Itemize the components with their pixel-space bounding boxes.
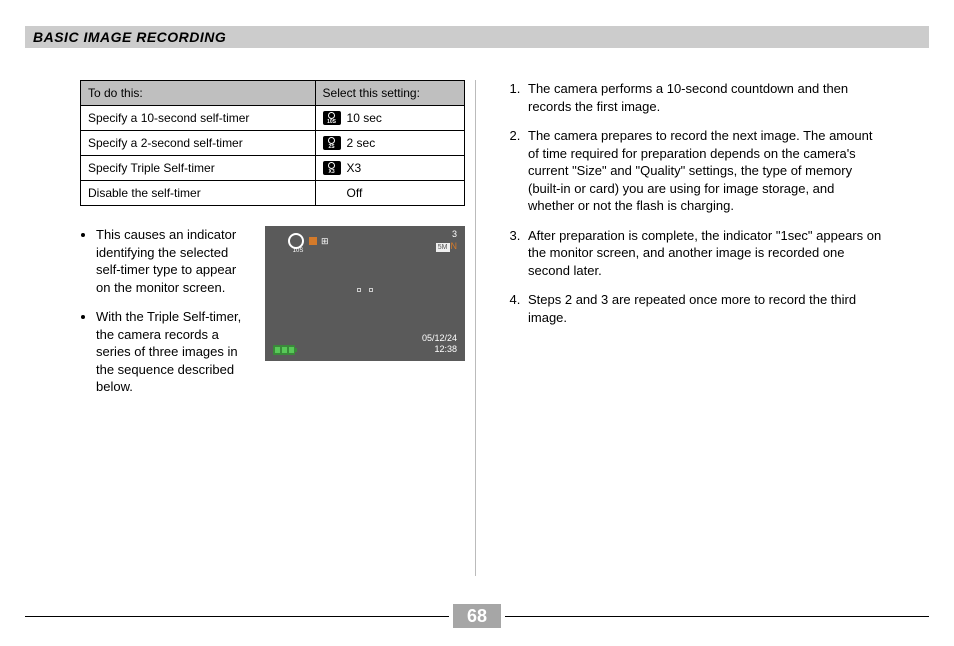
table-cell-setting: 2S 2 sec bbox=[315, 131, 464, 156]
step-item: After preparation is complete, the indic… bbox=[524, 227, 884, 280]
datetime-display: 05/12/24 12:38 bbox=[422, 333, 457, 355]
page-number: 68 bbox=[467, 606, 487, 627]
bullet-item: This causes an indicator identifying the… bbox=[96, 226, 250, 296]
focus-brackets-icon bbox=[357, 288, 373, 300]
self-timer-icon: X3 bbox=[323, 161, 341, 175]
table-row: Disable the self-timer Off bbox=[81, 181, 465, 206]
table-cell-setting: X3 X3 bbox=[315, 156, 464, 181]
step-item: The camera prepares to record the next i… bbox=[524, 127, 884, 215]
setting-label: 2 sec bbox=[347, 136, 376, 150]
shots-remaining: 3 bbox=[436, 229, 457, 241]
date-text: 05/12/24 bbox=[422, 333, 457, 344]
timer-indicator-icon: 10S bbox=[288, 233, 304, 249]
self-timer-icon: 2S bbox=[323, 136, 341, 150]
section-title: BASIC IMAGE RECORDING bbox=[33, 29, 226, 45]
table-cell-action: Specify a 10-second self-timer bbox=[81, 106, 316, 131]
section-header-bar: BASIC IMAGE RECORDING bbox=[25, 26, 929, 48]
table-cell-setting: 10S 10 sec bbox=[315, 106, 464, 131]
table-row: Specify a 2-second self-timer 2S 2 sec bbox=[81, 131, 465, 156]
right-column: The camera performs a 10-second countdow… bbox=[475, 80, 929, 576]
settings-table: To do this: Select this setting: Specify… bbox=[80, 80, 465, 206]
table-cell-action: Disable the self-timer bbox=[81, 181, 316, 206]
step-item: The camera performs a 10-second countdow… bbox=[524, 80, 884, 115]
bullets-and-preview: This causes an indicator identifying the… bbox=[80, 226, 465, 408]
timer-indicator-label: 10S bbox=[286, 248, 310, 254]
table-cell-setting: Off bbox=[315, 181, 464, 206]
table-header-action: To do this: bbox=[81, 81, 316, 106]
preview-top-bar: 10S ⊞ 3 5MN bbox=[273, 232, 457, 250]
setting-label: Off bbox=[347, 186, 363, 200]
setting-label: X3 bbox=[347, 161, 362, 175]
table-header-row: To do this: Select this setting: bbox=[81, 81, 465, 106]
table-cell-action: Specify a 2-second self-timer bbox=[81, 131, 316, 156]
exposure-icon: ⊞ bbox=[321, 236, 329, 247]
table-cell-action: Specify Triple Self-timer bbox=[81, 156, 316, 181]
size-badge: 5M bbox=[436, 243, 450, 252]
self-timer-icon: 10S bbox=[323, 111, 341, 125]
preview-bottom-bar: 05/12/24 12:38 bbox=[273, 333, 457, 355]
content-columns: To do this: Select this setting: Specify… bbox=[25, 80, 929, 576]
setting-label: 10 sec bbox=[347, 111, 382, 125]
footer-rule-left bbox=[25, 616, 449, 617]
page-number-box: 68 bbox=[453, 604, 501, 628]
quality-letter: N bbox=[451, 241, 458, 251]
table-row: Specify a 10-second self-timer 10S 10 se… bbox=[81, 106, 465, 131]
table-row: Specify Triple Self-timer X3 X3 bbox=[81, 156, 465, 181]
bullet-item: With the Triple Self-timer, the camera r… bbox=[96, 308, 250, 396]
page-footer: 68 bbox=[25, 604, 929, 628]
bullet-list: This causes an indicator identifying the… bbox=[80, 226, 250, 408]
table-header-setting: Select this setting: bbox=[315, 81, 464, 106]
step-item: Steps 2 and 3 are repeated once more to … bbox=[524, 291, 884, 326]
battery-icon bbox=[273, 345, 295, 355]
steps-list: The camera performs a 10-second countdow… bbox=[506, 80, 884, 327]
record-mode-icon bbox=[309, 237, 317, 245]
left-column: To do this: Select this setting: Specify… bbox=[25, 80, 475, 576]
preview-top-right: 3 5MN bbox=[436, 229, 457, 252]
time-text: 12:38 bbox=[422, 344, 457, 355]
footer-rule-right bbox=[505, 616, 929, 617]
camera-screen-preview: 10S ⊞ 3 5MN bbox=[265, 226, 465, 361]
